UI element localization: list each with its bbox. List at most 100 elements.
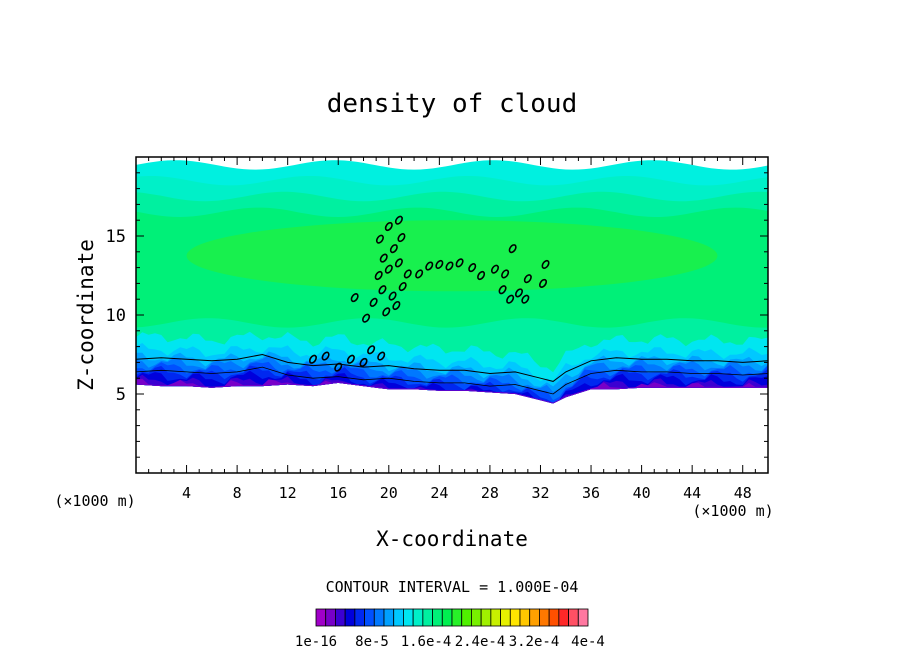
plume-contour [379,253,388,263]
colorbar-swatch [471,608,482,627]
plume-contour [455,258,464,268]
plume-contour [394,215,403,225]
colorbar-tick-label: 1.6e-4 [401,634,452,650]
colorbar-swatch [461,608,472,627]
plume-contour [389,244,398,254]
plume-contour [308,354,317,364]
colorbar-swatch [568,608,579,627]
plume-contour [388,291,397,301]
colorbar-swatch [373,608,385,627]
colorbar-swatch [422,608,433,627]
colorbar-swatch [315,608,327,627]
x-tick-label: 44 [683,484,701,502]
colorbar [315,608,589,627]
plot-area [136,160,768,404]
plume-contour [362,313,371,323]
plume-contour [378,285,387,295]
plume-contour [334,362,343,372]
plume-contour [397,233,406,243]
colorbar-tick-label: 3.2e-4 [509,634,560,650]
colorbar-swatch [383,608,395,627]
contour-line-upper [136,353,768,382]
chart-title: density of cloud [327,89,577,119]
colorbar-swatch [509,608,521,627]
x-tick-label: 32 [531,484,549,502]
plume-contour [538,278,548,288]
colorbar-tick-label: 4e-4 [571,634,605,650]
plume-contour [384,221,393,232]
green-core [186,220,718,292]
y-axis-label: Z-coordinate [74,239,98,391]
density-field [136,160,768,404]
x-unit-right: (×1000 m) [692,502,773,520]
field-band [136,365,768,404]
x-axis-label: X-coordinate [376,527,528,551]
plume-contour [541,259,550,269]
colorbar-swatch [344,608,356,627]
plume-contour [346,354,355,364]
plume-contour [508,244,517,254]
y-tick-label: 5 [116,385,126,405]
plume-contour [490,264,499,274]
colorbar-swatch [548,608,560,627]
colorbar-swatch [335,608,346,627]
y-tick-label: 10 [106,306,126,326]
colorbar-swatch [519,608,531,627]
plume-contour [498,285,507,295]
plume-contour [374,270,383,281]
colorbar-tick-label: 8e-5 [355,634,389,650]
colorbar-swatch [480,608,492,627]
colorbar-swatch [441,608,453,627]
x-tick-label: 28 [481,484,499,502]
field-band [136,370,768,404]
plume-contour [445,261,454,271]
y-axis: 5 10 15 [106,172,768,458]
colorbar-swatch [539,608,550,627]
x-tick-label: 12 [279,484,297,502]
x-tick-label: 48 [734,484,752,502]
x-tick-label: 20 [380,484,398,502]
plume-contour [435,259,444,269]
x-tick-label: 8 [233,484,242,502]
plume-contour [375,234,384,244]
plume-contour [367,345,376,355]
plume-contour [359,357,368,367]
plume-contour [384,264,393,274]
x-tick-label: 24 [430,484,448,502]
plume-contour [369,297,378,307]
x-tick-label: 36 [582,484,600,502]
plume-contour [403,269,412,279]
contour-line-lower [136,366,768,395]
colorbar-swatch [432,608,443,627]
colorbar-swatch [451,608,463,627]
colorbar-tick-label: 1e-16 [295,634,337,650]
plume-contour [350,293,359,303]
y-tick-label: 15 [106,227,126,247]
plume-contour [468,263,477,273]
colorbar-swatch [490,608,501,627]
plume-contour [394,258,403,268]
plume-contour [501,269,510,279]
plume-contour [415,269,424,279]
plume-contour [506,294,515,304]
colorbar-swatch [354,608,365,627]
colorbar-swatch [325,608,336,627]
x-tick-label: 40 [633,484,651,502]
colorbar-swatch [412,608,424,627]
colorbar-swatch [529,608,540,627]
colorbar-swatch [403,608,414,627]
x-tick-label: 4 [182,484,191,502]
plume-contour [392,300,401,311]
contour-interval-label: CONTOUR INTERVAL = 1.000E-04 [326,578,579,596]
plume-contour [521,294,530,304]
contour-lines [136,215,768,395]
x-unit-left: (×1000 m) [54,492,135,510]
colorbar-swatch [500,608,511,627]
plume-contour [477,270,486,281]
colorbar-tick-label: 2.4e-4 [455,634,506,650]
colorbar-swatch [364,608,375,627]
colorbar-swatch [393,608,404,627]
colorbar-swatch [558,608,569,627]
plume-contour [514,288,524,298]
